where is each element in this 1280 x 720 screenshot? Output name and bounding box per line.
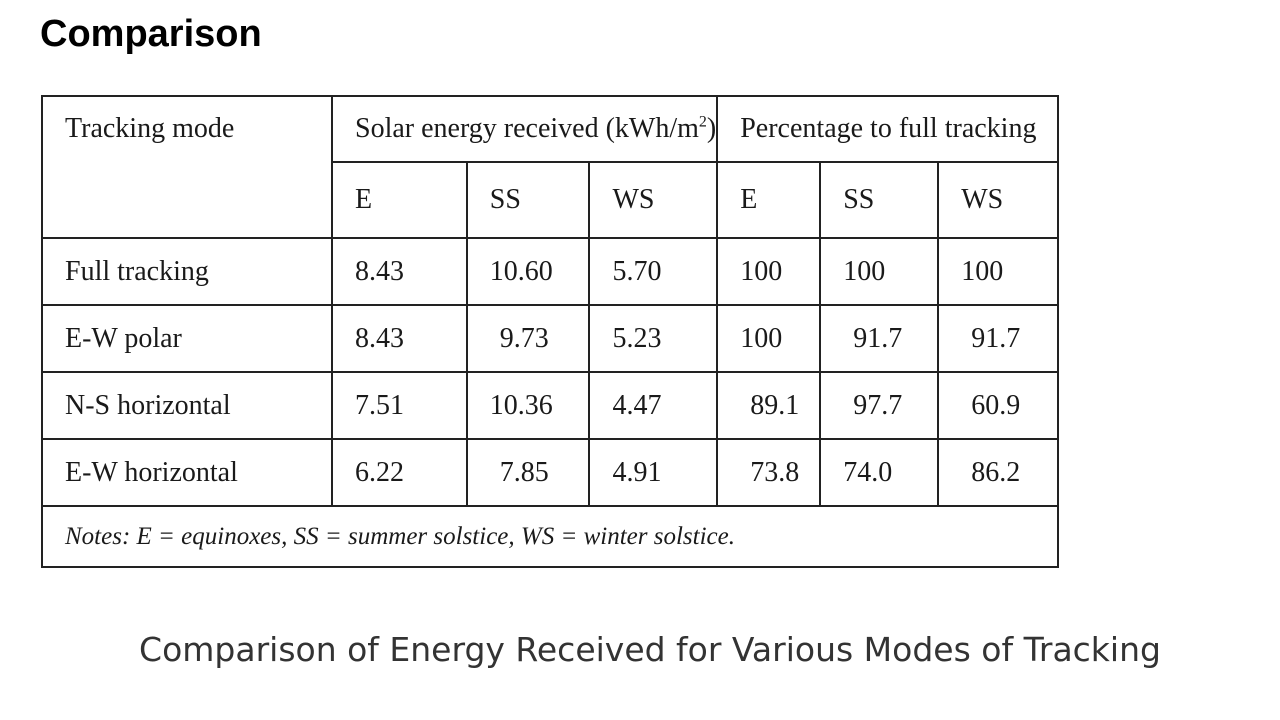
table-cell: 10.36	[465, 371, 591, 440]
table-cell: 91.7	[819, 304, 940, 373]
table-cell: 100	[716, 304, 822, 373]
table-cell: 10.60	[465, 237, 591, 306]
table-row: E-W horizontal 6.22 7.85 4.91 73.8 74.0 …	[41, 438, 1060, 507]
table-cell: 74.0	[819, 438, 940, 507]
slide-caption: Comparison of Energy Received for Variou…	[139, 630, 1161, 669]
slide-title: Comparison	[40, 13, 262, 55]
table-notes: Notes: E = equinoxes, SS = summer solsti…	[40, 505, 1060, 568]
table-cell: 4.47	[588, 371, 719, 440]
table-cell: 91.7	[937, 304, 1060, 373]
table-cell: 100	[716, 237, 822, 306]
header-solar-energy: Solar energy received (kWh/m2)	[330, 95, 719, 163]
table-cell: 7.85	[465, 438, 591, 507]
table-cell: 86.2	[937, 438, 1060, 507]
table-cell: 100	[937, 237, 1060, 306]
table-cell: 73.8	[716, 438, 822, 507]
row-mode: Full tracking	[41, 237, 333, 306]
table-row: E-W polar 8.43 9.73 5.23 100 91.7 91.7	[41, 304, 1060, 373]
subheader-cell: WS	[937, 161, 1060, 239]
table-cell: 9.73	[465, 304, 591, 373]
table-cell: 100	[819, 237, 940, 306]
subheader-cell: SS	[465, 161, 591, 239]
table-cell: 8.43	[331, 237, 468, 306]
tracking-comparison-table: Tracking mode Solar energy received (kWh…	[40, 95, 1060, 568]
table-cell: 4.91	[588, 438, 719, 507]
header-percentage: Percentage to full tracking	[716, 95, 1060, 163]
table-cell: 89.1	[716, 371, 822, 440]
subheader-cell: E	[331, 161, 468, 239]
subheader-cell: E	[716, 161, 822, 239]
subheader-cell: WS	[588, 161, 719, 239]
table-cell: 7.51	[331, 371, 468, 440]
header-tracking-mode: Tracking mode	[41, 95, 333, 239]
table-row: N-S horizontal 7.51 10.36 4.47 89.1 97.7…	[41, 371, 1060, 440]
table-notes-row: Notes: E = equinoxes, SS = summer solsti…	[40, 505, 1060, 568]
row-mode: N-S horizontal	[41, 371, 333, 440]
table-header-row: Tracking mode Solar energy received (kWh…	[41, 95, 1060, 239]
table-cell: 5.23	[588, 304, 719, 373]
table-row: Full tracking 8.43 10.60 5.70 100 100 10…	[41, 237, 1060, 306]
table-cell: 6.22	[331, 438, 468, 507]
row-mode: E-W polar	[41, 304, 333, 373]
table-subheader-row: E SS WS E SS WS	[42, 161, 1060, 239]
table-cell: 60.9	[937, 371, 1060, 440]
table-cell: 97.7	[819, 371, 940, 440]
row-mode: E-W horizontal	[41, 438, 333, 507]
header-solar-energy-close: )	[706, 113, 717, 144]
subheader-cell: SS	[819, 161, 940, 239]
header-solar-energy-text: Solar energy received (kWh/m	[355, 113, 699, 144]
table-cell: 5.70	[588, 237, 719, 306]
header-solar-energy-sup: 2	[698, 113, 707, 131]
table-cell: 8.43	[331, 304, 468, 373]
